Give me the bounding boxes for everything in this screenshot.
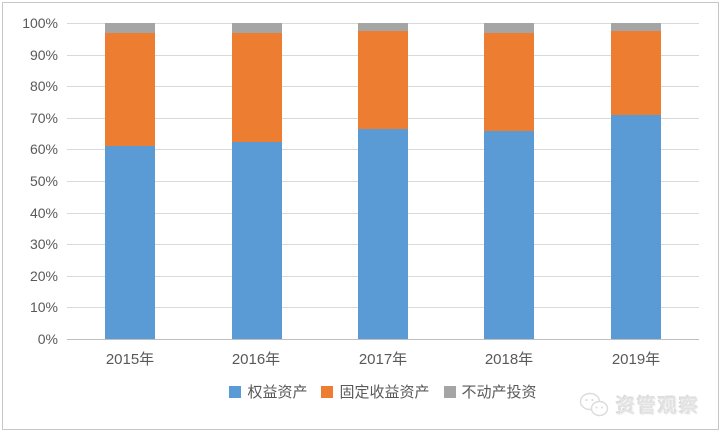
y-tick-label: 50% [29,173,58,189]
legend: 权益资产 固定收益资产 不动产投资 [67,381,699,402]
bar-segment-2019年-固定收益资产 [611,30,661,115]
y-tick-label: 10% [29,299,58,315]
bar-segment-2019年-权益资产 [611,114,661,339]
legend-swatch-icon [321,385,334,398]
bar-segment-2017年-固定收益资产 [358,30,408,129]
legend-item-权益资产: 权益资产 [229,381,307,402]
watermark-text: 资管观察 [615,396,700,417]
watermark: 资管观察 [579,391,700,418]
bar-segment-2018年-权益资产 [484,130,534,339]
bar-segment-2015年-权益资产 [105,146,155,339]
y-tick-label: 90% [29,47,58,63]
bar-segment-2015年-固定收益资产 [105,32,155,147]
y-tick-label: 60% [29,141,58,157]
bar-segment-2016年-固定收益资产 [232,32,282,142]
wechat-logo-icon [579,392,609,418]
bar-segment-2016年-权益资产 [232,141,282,339]
legend-item-固定收益资产: 固定收益资产 [321,381,430,402]
bar-segment-2018年-不动产投资 [484,23,534,33]
bar-segment-2017年-不动产投资 [358,23,408,31]
y-tick-label: 70% [29,110,58,126]
bar-segment-2015年-不动产投资 [105,23,155,33]
bar-segment-2017年-权益资产 [358,128,408,339]
y-tick-label: 40% [29,205,58,221]
gridline-0 [67,339,699,340]
y-tick-label: 30% [29,236,58,252]
legend-label: 固定收益资产 [339,384,430,401]
legend-swatch-icon [443,385,456,398]
bar-segment-2019年-不动产投资 [611,23,661,31]
y-tick-label: 80% [29,78,58,94]
x-axis-label-2015年: 2015年 [105,351,155,368]
y-tick-label: 20% [29,268,58,284]
y-tick-label: 100% [22,15,58,31]
legend-swatch-icon [229,385,242,398]
x-axis-label-2019年: 2019年 [611,351,661,368]
legend-item-不动产投资: 不动产投资 [443,381,537,402]
legend-label: 不动产投资 [461,384,537,401]
x-axis-label-2018年: 2018年 [484,351,534,368]
bar-segment-2018年-固定收益资产 [484,32,534,131]
x-axis-label-2017年: 2017年 [358,351,408,368]
legend-label: 权益资产 [247,384,308,401]
y-tick-label: 0% [37,331,58,347]
bar-segment-2016年-不动产投资 [232,23,282,33]
x-axis-label-2016年: 2016年 [231,351,281,368]
